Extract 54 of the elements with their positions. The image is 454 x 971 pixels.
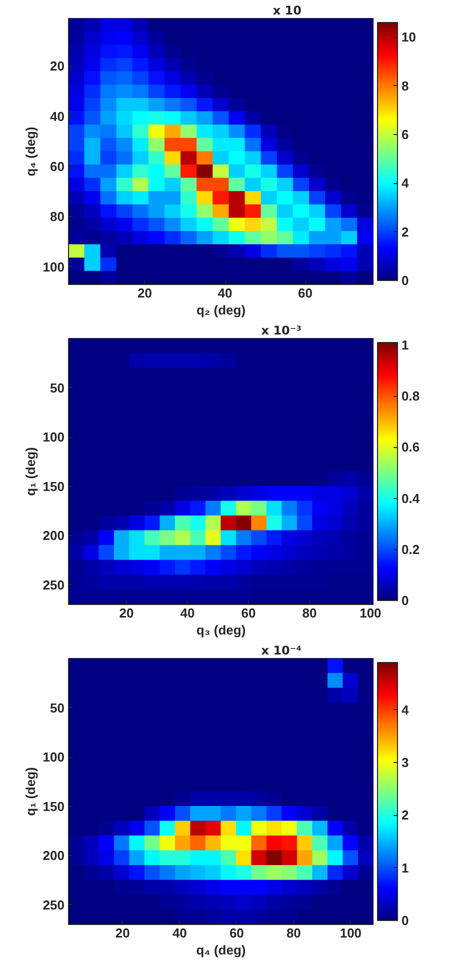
color-bar-title: x 10 — [272, 4, 302, 18]
y-tick-label: 100 — [42, 259, 65, 274]
color-bar-label: 8 — [402, 78, 409, 94]
color-bar-label: 1 — [402, 860, 409, 876]
y-axis-title: q₄ (deg) — [22, 126, 38, 176]
x-tick-label: 80 — [302, 606, 317, 620]
x-tick-label: 80 — [286, 926, 301, 940]
color-bar-label: 0 — [402, 273, 409, 288]
y-tick-label: 150 — [42, 798, 65, 814]
x-tick-label: 100 — [360, 606, 382, 620]
color-bar-label: 4 — [402, 702, 410, 718]
y-tick-label: 80 — [50, 209, 65, 224]
y-tick-label: 40 — [50, 108, 65, 124]
x-tick-label: 60 — [298, 286, 313, 300]
color-bar-title: x 10⁻³ — [261, 324, 302, 338]
color-bar-label: 0.6 — [402, 440, 420, 455]
color-bar-label: 0 — [402, 593, 409, 608]
x-tick-label: 20 — [115, 926, 130, 940]
y-tick-label: 100 — [42, 750, 65, 765]
y-axis-title: q₁ (deg) — [22, 767, 38, 816]
x-axis-title: q₄ (deg) — [196, 942, 246, 958]
color-bar-label: 10 — [402, 30, 416, 45]
x-tick-label: 40 — [180, 606, 195, 620]
y-tick-label: 60 — [50, 159, 65, 174]
color-bar-label: 3 — [402, 755, 409, 770]
x-tick-label: 100 — [340, 926, 362, 940]
x-tick-label: 60 — [241, 606, 256, 620]
y-tick-label: 200 — [42, 528, 65, 544]
color-bar-label: 2 — [402, 808, 409, 823]
color-bar-label: 0.4 — [402, 490, 420, 506]
color-bar-label: 0.2 — [402, 542, 420, 557]
x-tick-label: 60 — [229, 926, 244, 940]
x-tick-label: 20 — [119, 606, 134, 620]
y-tick-label: 100 — [42, 430, 65, 445]
y-tick-label: 20 — [50, 58, 65, 74]
color-bar-label: 2 — [402, 224, 409, 240]
y-tick-label: 250 — [42, 897, 65, 912]
color-bar-label: 0.8 — [402, 388, 420, 404]
y-tick-label: 200 — [42, 848, 65, 864]
x-tick-label: 20 — [138, 286, 152, 300]
y-tick-label: 150 — [42, 478, 65, 494]
x-tick-label: 40 — [218, 286, 232, 300]
color-bar-label: 1 — [402, 338, 409, 353]
y-tick-label: 50 — [50, 700, 65, 716]
color-bar-title: x 10⁻⁴ — [261, 644, 302, 658]
y-axis-title: q₁ (deg) — [22, 447, 38, 496]
x-tick-label: 40 — [172, 926, 187, 940]
y-tick-label: 50 — [50, 380, 65, 396]
x-axis-title: q₃ (deg) — [196, 622, 246, 638]
x-axis-title: q₂ (deg) — [196, 302, 246, 318]
color-bar-label: 0 — [402, 913, 409, 928]
y-tick-label: 250 — [42, 577, 65, 592]
color-bar-label: 4 — [402, 176, 410, 191]
color-bar-label: 6 — [402, 126, 409, 142]
